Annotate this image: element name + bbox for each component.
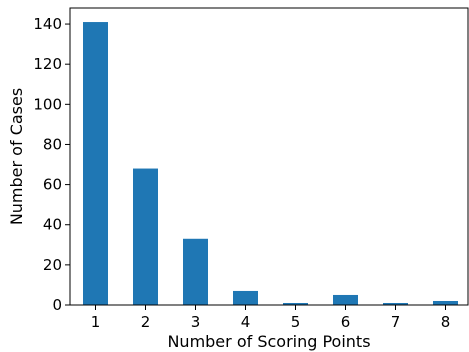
y-tick-label: 60: [43, 176, 62, 194]
y-tick-label: 100: [33, 95, 62, 113]
bar-5: [283, 302, 308, 305]
x-tick-label: 6: [341, 313, 351, 331]
bar-4: [233, 290, 258, 305]
y-tick-label: 20: [43, 256, 62, 274]
bar-8: [433, 300, 458, 305]
bar-7: [383, 302, 408, 305]
y-axis-label: Number of Cases: [7, 88, 26, 225]
x-tick-label: 8: [441, 313, 451, 331]
bar-2: [133, 168, 158, 305]
x-tick-label: 5: [291, 313, 301, 331]
x-tick-label: 7: [391, 313, 401, 331]
x-axis-ticks: 1 2 3 4 5 6 7 8: [91, 305, 451, 331]
x-tick-label: 2: [141, 313, 151, 331]
y-tick-label: 140: [33, 15, 62, 33]
y-tick-label: 40: [43, 216, 62, 234]
bar-6: [333, 294, 358, 305]
bar-3: [183, 238, 208, 305]
x-tick-label: 3: [191, 313, 201, 331]
plot-frame: [69, 7, 469, 306]
y-axis-ticks: 0 20 40 60 80 100 120 140: [33, 15, 70, 314]
x-tick-label: 4: [241, 313, 251, 331]
bars-group: [83, 22, 458, 305]
y-tick-label: 0: [52, 296, 62, 314]
x-tick-label: 1: [91, 313, 101, 331]
y-tick-label: 120: [33, 55, 62, 73]
y-tick-label: 80: [43, 135, 62, 153]
x-axis-label: Number of Scoring Points: [167, 332, 370, 351]
bar-1: [83, 22, 108, 305]
